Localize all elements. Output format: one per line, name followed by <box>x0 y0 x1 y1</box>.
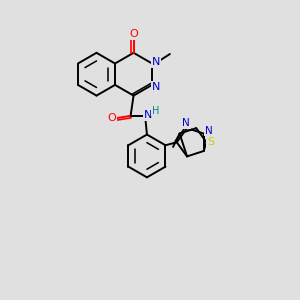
Text: O: O <box>129 29 138 39</box>
Text: H: H <box>152 106 159 116</box>
Text: N: N <box>152 57 160 67</box>
Text: N: N <box>152 82 160 92</box>
Text: O: O <box>107 113 116 123</box>
Text: N: N <box>182 118 190 128</box>
Text: S: S <box>207 137 214 147</box>
Text: N: N <box>144 110 152 120</box>
Text: N: N <box>205 126 213 136</box>
